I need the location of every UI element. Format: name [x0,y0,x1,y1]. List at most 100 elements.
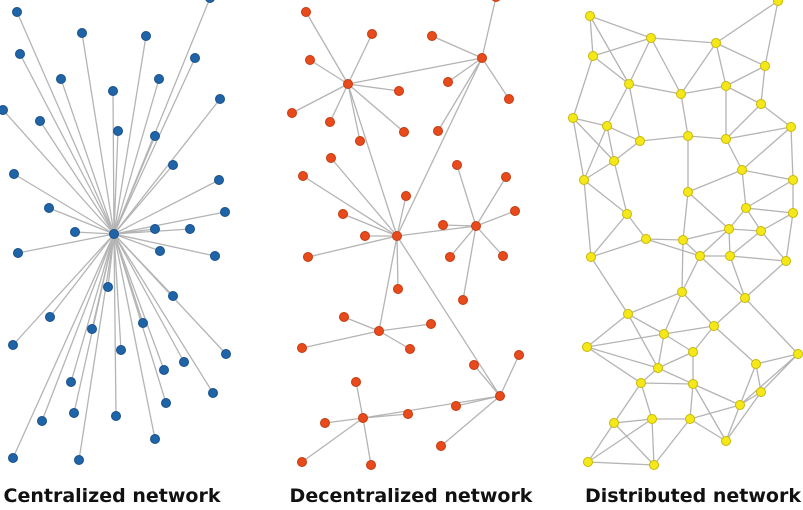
network-edge [590,238,647,258]
centralized-network-diagram [0,0,231,465]
network-node [8,453,18,463]
network-node [624,79,634,89]
network-edge [739,363,757,406]
network-edge [645,238,684,241]
network-edge [645,238,701,257]
network-edge [586,346,659,369]
network-node [74,455,84,465]
edges [2,0,227,461]
network-node [113,126,123,136]
network-node [392,231,402,241]
network-node [111,411,121,421]
network-edge [760,212,794,232]
network-edge [744,260,787,299]
network-node [320,418,330,428]
network-node [221,349,231,359]
network-node [635,136,645,146]
network-node [287,108,297,118]
network-edge [60,78,115,235]
network-edge [113,233,165,371]
network-edge [729,230,762,257]
network-node [756,387,766,397]
network-node [458,295,468,305]
network-edge [663,291,683,335]
network-edge [755,353,799,365]
network-edge [760,230,787,262]
network-edge [687,191,730,230]
network-edge [725,404,741,442]
network-edge [613,382,642,424]
network-node [602,121,612,131]
network-edge [113,35,147,235]
network-node [445,252,455,262]
network-node [150,434,160,444]
network-edge [17,233,115,254]
network-edge [305,11,349,85]
network-edge [682,228,730,241]
network-node [781,256,791,266]
network-node [514,350,524,360]
network-node [586,252,596,262]
network-node [585,11,595,21]
network-edge [449,225,477,258]
network-node [583,457,593,467]
network-edge [613,160,628,215]
network-node [168,160,178,170]
network-edge [112,90,115,235]
network-edge [437,57,483,132]
network-node [471,221,481,231]
network-edge [628,83,641,142]
network-edge [462,225,477,301]
network-edge [657,351,694,369]
network-node [116,345,126,355]
network-edge [639,135,689,142]
network-edge [606,125,615,162]
network-node [492,0,500,2]
network-edge [499,354,520,397]
network-node [15,49,25,59]
network-edge [681,239,684,293]
network-edge [589,15,630,85]
network-node [161,398,171,408]
network-node [646,33,656,43]
distributed-network-caption: Distributed network [585,485,801,507]
network-edge [657,367,694,385]
network-edge [606,125,641,142]
network-node [210,251,220,261]
network-edge [713,297,746,327]
network-edge [587,422,615,463]
network-edge [640,382,694,385]
network-node [709,321,719,331]
network-node [367,29,377,39]
network-edge [650,37,717,44]
network-edge [785,212,794,262]
network-node [326,153,336,163]
network-node [504,94,514,104]
network-node [12,7,22,17]
network-edge [760,353,799,393]
network-edge [330,157,398,237]
network-node [721,81,731,91]
network-edge [745,207,794,214]
nodes [287,0,524,470]
network-edge [81,32,115,235]
network-edge [627,313,665,335]
network-node [582,342,592,352]
network-node [297,457,307,467]
network-edge [355,381,364,419]
network-edge [113,233,185,363]
network-node [185,224,195,234]
network-node [788,175,798,185]
network-edge [725,391,762,442]
network-edge [475,176,507,227]
network-edge [725,85,762,105]
network-edge [651,418,655,466]
network-node [168,291,178,301]
network-node [69,408,79,418]
network-edge [13,173,115,235]
network-edge [653,418,691,466]
network-node [343,79,353,89]
network-node [786,122,796,132]
network-edge [572,117,615,162]
